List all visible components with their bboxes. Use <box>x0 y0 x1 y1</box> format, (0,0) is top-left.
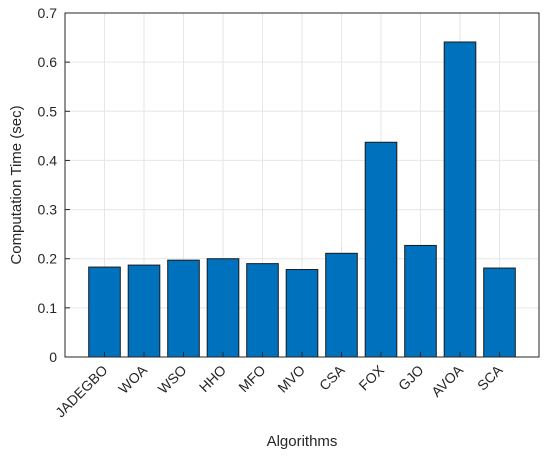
x-tick-label-woa: WOA <box>115 361 150 396</box>
x-tick-label-mvo: MVO <box>274 362 308 396</box>
y-tick-label: 0.1 <box>38 300 58 316</box>
x-tick-label-fox: FOX <box>355 361 387 393</box>
y-tick-label: 0.6 <box>38 54 58 70</box>
y-axis-label: Computation Time (sec) <box>8 105 25 264</box>
x-tick-label-jadegbo: JADEGBO <box>52 362 111 421</box>
x-tick-label-wso: WSO <box>155 362 190 397</box>
x-tick-label-avoa: AVOA <box>428 361 467 400</box>
x-tick-label-gjo: GJO <box>395 362 427 394</box>
x-tick-label-hho: HHO <box>196 362 229 395</box>
x-axis-label: Algorithms <box>267 433 338 450</box>
bar-fox <box>364 141 398 358</box>
y-tick-label: 0.4 <box>38 152 58 168</box>
y-tick-labels: 0 0.1 0.2 0.3 0.4 0.5 0.6 0.7 <box>38 5 70 365</box>
bar-avoa <box>443 41 477 358</box>
y-tick-label: 0.2 <box>38 251 58 267</box>
y-tick-label: 0.5 <box>38 103 58 119</box>
bar-jadegbo <box>88 266 121 358</box>
bar-mvo <box>285 269 319 358</box>
bar-gjo <box>404 244 437 358</box>
y-tick-label: 0 <box>49 349 57 365</box>
bar-csa <box>325 252 358 358</box>
x-tick-label-sca: SCA <box>474 361 506 393</box>
y-tick-label: 0.7 <box>38 5 58 21</box>
bar-wso <box>167 259 200 358</box>
y-tick-label: 0.3 <box>38 202 58 218</box>
x-tick-label-mfo: MFO <box>235 362 268 395</box>
bar-sca <box>483 267 516 358</box>
bar-woa <box>127 264 161 358</box>
bars <box>88 41 516 358</box>
bar-hho <box>206 258 240 358</box>
bar-mfo <box>246 263 279 358</box>
x-tick-labels: JADEGBO WOA WSO HHO MFO MVO CSA FOX GJO AVOA SCA <box>52 352 506 420</box>
x-tick-label-csa: CSA <box>316 361 348 393</box>
